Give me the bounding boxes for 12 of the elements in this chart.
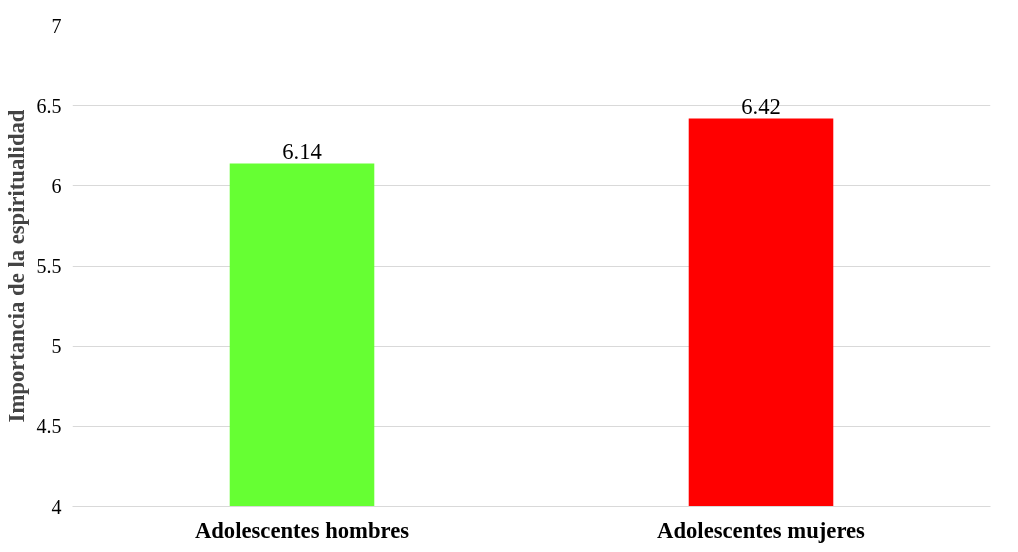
data-label: 6.42 [741,94,781,120]
y-tick-label: 7 [51,14,62,37]
x-tick-label: Adolescentes hombres [194,517,410,543]
y-axis-title: Importancia de la espiritualidad [3,109,29,423]
y-tick-label: 6 [51,174,62,197]
y-tick-label: 6.5 [36,94,62,117]
y-tick-label: 4.5 [36,415,62,438]
data-label: 6.14 [282,139,322,165]
y-tick-label: 5 [51,335,62,358]
x-tick-label: Adolescentes mujeres [657,517,866,543]
y-tick-label: 5.5 [36,255,62,277]
y-tick-label: 4 [51,495,62,518]
